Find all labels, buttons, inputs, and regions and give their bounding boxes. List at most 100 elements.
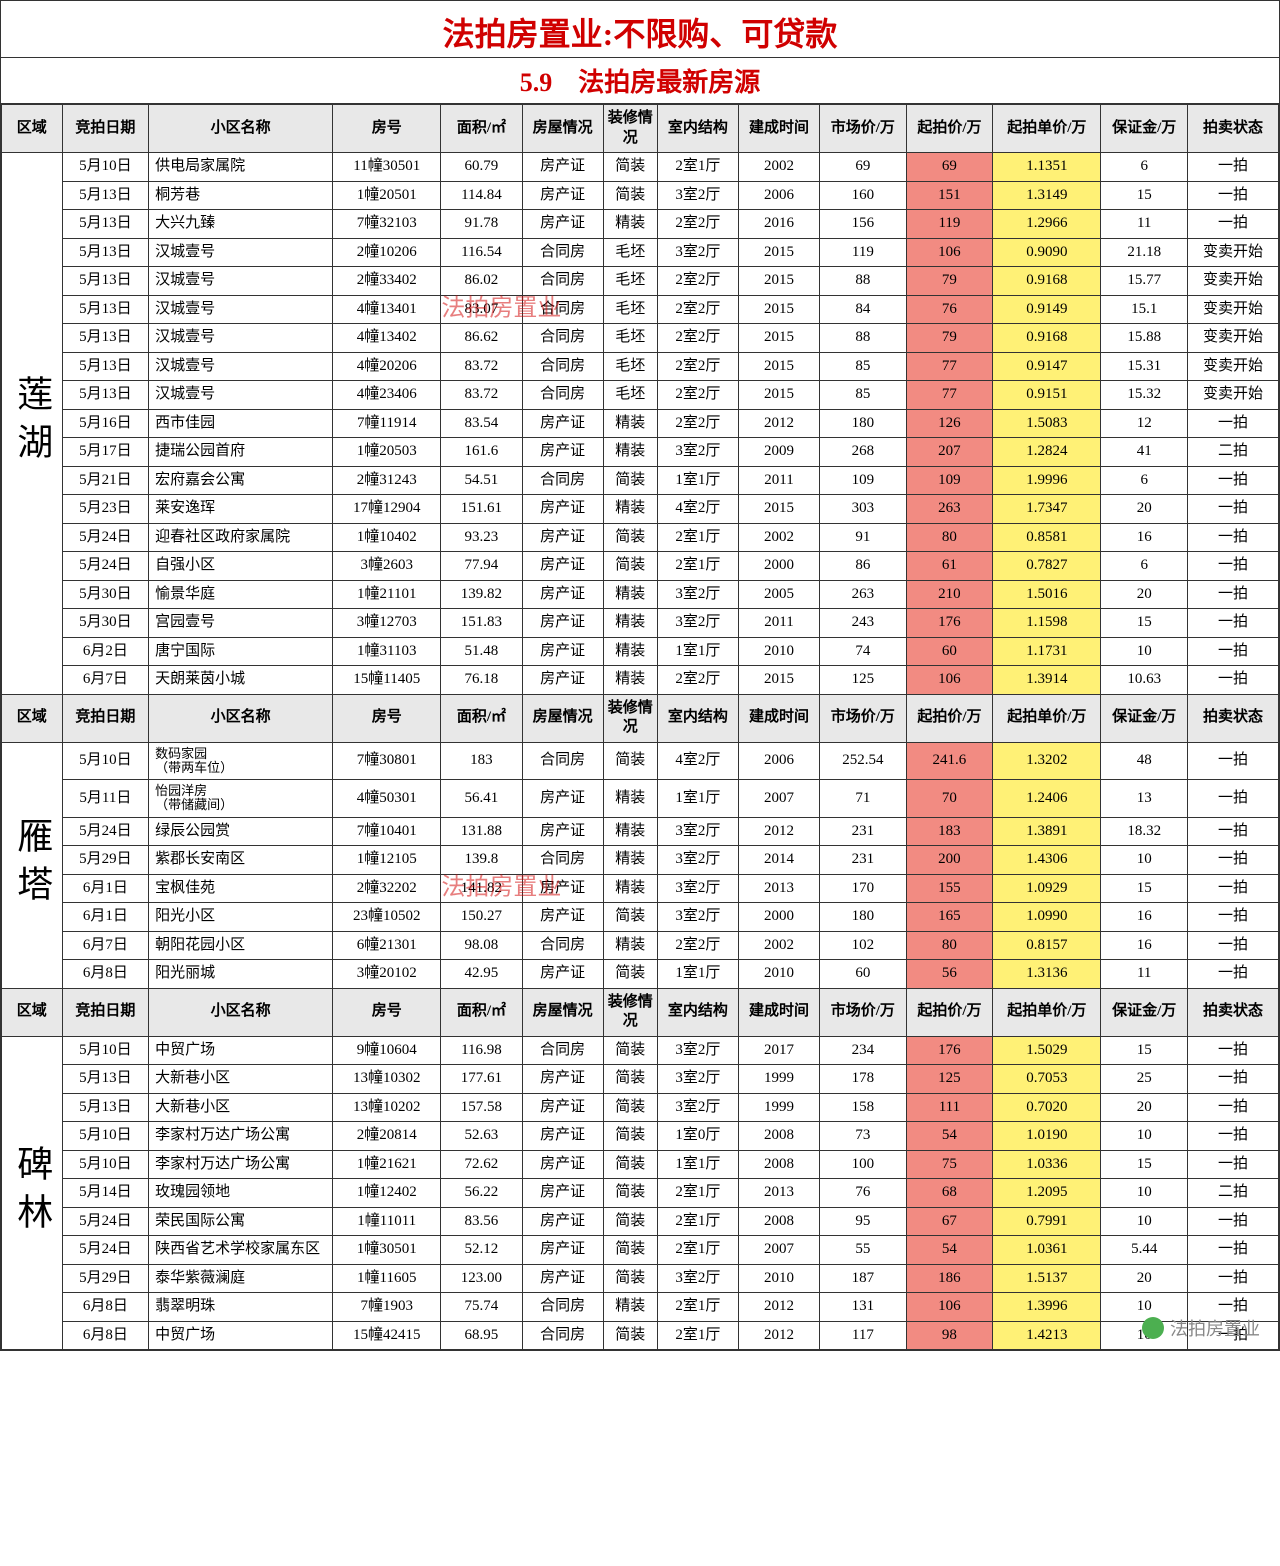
cell-unit: 1.5029 (993, 1036, 1101, 1065)
cell-name: 供电局家属院 (149, 153, 333, 182)
table-row: 5月24日陕西省艺术学校家属东区1幢3050152.12房产证简装2室1厅200… (2, 1236, 1279, 1265)
cell-unit: 1.0929 (993, 874, 1101, 903)
cell-room: 4幢20206 (333, 352, 441, 381)
cell-date: 6月1日 (62, 874, 149, 903)
cell-deco: 简装 (603, 1093, 657, 1122)
cell-cond: 房产证 (522, 523, 603, 552)
cell-unit: 1.2406 (993, 780, 1101, 818)
cell-status: 一拍 (1187, 960, 1278, 989)
cell-year: 2006 (738, 742, 819, 780)
cell-cond: 合同房 (522, 742, 603, 780)
cell-name: 朝阳花园小区 (149, 931, 333, 960)
cell-cond: 合同房 (522, 1036, 603, 1065)
cell-date: 6月2日 (62, 637, 149, 666)
table-row: 5月29日泰华紫薇澜庭1幢11605123.00房产证简装3室2厅2010187… (2, 1264, 1279, 1293)
cell-room: 3幢20102 (333, 960, 441, 989)
cell-deposit: 11 (1101, 210, 1188, 239)
cell-unit: 1.4213 (993, 1321, 1101, 1350)
cell-year: 2012 (738, 817, 819, 846)
cell-room: 23幢10502 (333, 903, 441, 932)
cell-name: 翡翠明珠 (149, 1293, 333, 1322)
cell-room: 1幢21101 (333, 580, 441, 609)
cell-year: 2010 (738, 1264, 819, 1293)
cell-market: 60 (820, 960, 907, 989)
cell-cond: 房产证 (522, 552, 603, 581)
cell-room: 7幢30801 (333, 742, 441, 780)
cell-unit: 1.1598 (993, 609, 1101, 638)
cell-deposit: 15.88 (1101, 324, 1188, 353)
cell-unit: 1.2095 (993, 1179, 1101, 1208)
footer-watermark: 法拍房置业 (1142, 1315, 1260, 1341)
cell-deposit: 10 (1101, 846, 1188, 875)
cell-unit: 0.9147 (993, 352, 1101, 381)
table-row: 5月14日玫瑰园领地1幢1240256.22房产证简装2室1厅201376681… (2, 1179, 1279, 1208)
cell-deposit: 20 (1101, 1264, 1188, 1293)
cell-name: 中贸广场 (149, 1321, 333, 1350)
col-header: 市场价/万 (820, 105, 907, 153)
cell-year: 2013 (738, 1179, 819, 1208)
cell-year: 1999 (738, 1065, 819, 1094)
cell-cond: 合同房 (522, 295, 603, 324)
cell-room: 7幢11914 (333, 409, 441, 438)
cell-status: 变卖开始 (1187, 238, 1278, 267)
col-header: 房屋情况 (522, 988, 603, 1036)
cell-struct: 4室2厅 (657, 495, 738, 524)
table-row: 5月13日大新巷小区13幢10302177.61房产证简装3室2厅1999178… (2, 1065, 1279, 1094)
cell-cond: 合同房 (522, 352, 603, 381)
cell-name: 阳光小区 (149, 903, 333, 932)
cell-start: 106 (906, 238, 993, 267)
cell-room: 4幢50301 (333, 780, 441, 818)
cell-name: 迎春社区政府家属院 (149, 523, 333, 552)
cell-market: 109 (820, 466, 907, 495)
cell-year: 1999 (738, 1093, 819, 1122)
cell-start: 60 (906, 637, 993, 666)
cell-year: 2012 (738, 1321, 819, 1350)
cell-date: 5月13日 (62, 381, 149, 410)
cell-date: 5月13日 (62, 295, 149, 324)
cell-deco: 简装 (603, 181, 657, 210)
cell-struct: 3室2厅 (657, 817, 738, 846)
cell-unit: 1.0190 (993, 1122, 1101, 1151)
cell-deposit: 41 (1101, 438, 1188, 467)
cell-market: 158 (820, 1093, 907, 1122)
cell-struct: 3室2厅 (657, 874, 738, 903)
table-row: 5月13日汉城壹号2幢3340286.02合同房毛坯2室2厅201588790.… (2, 267, 1279, 296)
cell-date: 5月13日 (62, 324, 149, 353)
cell-market: 160 (820, 181, 907, 210)
cell-deco: 简装 (603, 1207, 657, 1236)
table-row: 雁塔5月10日数码家园 （带两车位）7幢30801183合同房简装4室2厅200… (2, 742, 1279, 780)
cell-market: 84 (820, 295, 907, 324)
col-header: 房屋情况 (522, 694, 603, 742)
cell-start: 61 (906, 552, 993, 581)
cell-year: 2012 (738, 1293, 819, 1322)
cell-room: 13幢10202 (333, 1093, 441, 1122)
cell-cond: 房产证 (522, 874, 603, 903)
cell-deposit: 20 (1101, 580, 1188, 609)
cell-unit: 1.9996 (993, 466, 1101, 495)
cell-start: 98 (906, 1321, 993, 1350)
cell-start: 119 (906, 210, 993, 239)
cell-date: 5月24日 (62, 523, 149, 552)
cell-area: 83.07法拍房置业 (441, 295, 522, 324)
cell-deco: 精装 (603, 817, 657, 846)
cell-area: 52.12 (441, 1236, 522, 1265)
cell-area: 76.18 (441, 666, 522, 695)
cell-year: 2006 (738, 181, 819, 210)
col-header: 房号 (333, 105, 441, 153)
cell-room: 9幢10604 (333, 1036, 441, 1065)
cell-area: 93.23 (441, 523, 522, 552)
cell-date: 5月24日 (62, 1207, 149, 1236)
cell-room: 15幢11405 (333, 666, 441, 695)
cell-name: 绿辰公园赏 (149, 817, 333, 846)
cell-year: 2010 (738, 960, 819, 989)
cell-cond: 房产证 (522, 609, 603, 638)
cell-room: 1幢12402 (333, 1179, 441, 1208)
cell-name: 数码家园 （带两车位） (149, 742, 333, 780)
cell-struct: 2室1厅 (657, 1179, 738, 1208)
region-cell: 雁塔 (2, 742, 63, 988)
cell-status: 一拍 (1187, 466, 1278, 495)
cell-date: 5月10日 (62, 1036, 149, 1065)
cell-market: 102 (820, 931, 907, 960)
cell-deposit: 11 (1101, 960, 1188, 989)
cell-deposit: 6 (1101, 466, 1188, 495)
